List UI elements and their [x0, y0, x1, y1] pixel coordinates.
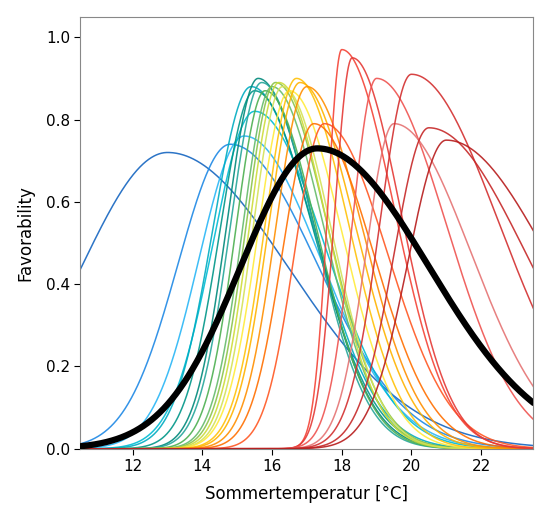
Y-axis label: Favorability: Favorability	[16, 185, 35, 281]
X-axis label: Sommertemperatur [°C]: Sommertemperatur [°C]	[205, 485, 409, 503]
